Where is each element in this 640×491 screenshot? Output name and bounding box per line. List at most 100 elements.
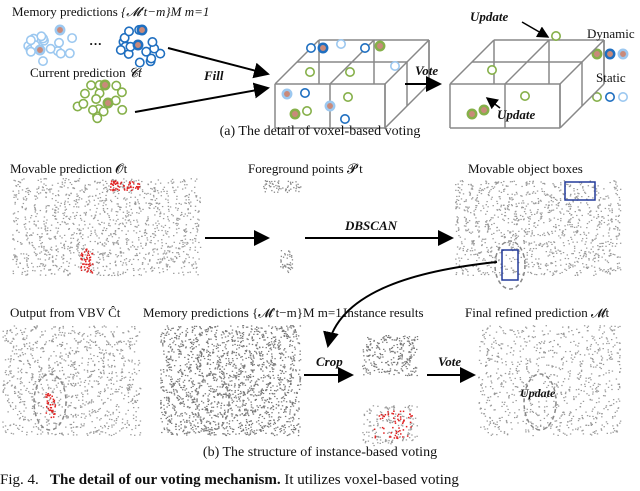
- lidar-point: [188, 367, 191, 369]
- lidar-point: [207, 329, 210, 331]
- lidar-point: [63, 374, 65, 376]
- lidar-point: [488, 194, 490, 197]
- lidar-point: [232, 360, 234, 362]
- lidar-point: [21, 393, 23, 395]
- lidar-point: [208, 420, 210, 423]
- lidar-point: [79, 190, 81, 192]
- moving-point: [113, 182, 115, 185]
- lidar-point: [514, 258, 516, 261]
- lidar-point: [175, 389, 177, 391]
- lidar-point: [241, 413, 243, 415]
- lidar-point: [171, 213, 173, 216]
- lidar-point: [275, 407, 278, 409]
- lidar-point: [171, 327, 173, 330]
- lidar-point: [212, 420, 215, 423]
- lidar-point: [135, 390, 138, 392]
- lidar-point: [10, 385, 13, 387]
- lidar-point: [480, 251, 483, 253]
- lidar-point: [482, 272, 484, 274]
- lidar-point: [535, 202, 537, 204]
- lidar-point: [550, 197, 553, 199]
- lidar-point: [127, 219, 130, 222]
- moving-point: [52, 398, 55, 401]
- lidar-point: [160, 403, 162, 405]
- lidar-point: [191, 381, 193, 383]
- lidar-point: [70, 242, 72, 244]
- lidar-point: [112, 354, 115, 357]
- lidar-point: [167, 246, 169, 248]
- moving-point: [89, 256, 92, 258]
- lidar-point: [559, 199, 562, 202]
- lidar-point: [251, 431, 254, 433]
- lidar-point: [103, 325, 106, 327]
- lidar-point: [95, 330, 98, 332]
- lidar-point: [165, 332, 168, 334]
- lidar-point: [149, 193, 152, 195]
- lidar-point: [97, 203, 100, 205]
- lidar-point: [41, 431, 44, 433]
- lidar-point: [551, 243, 553, 246]
- lidar-point: [213, 396, 216, 398]
- lidar-point: [268, 383, 270, 385]
- lidar-point: [240, 341, 242, 344]
- lidar-point: [237, 426, 240, 429]
- lidar-point: [268, 397, 271, 399]
- lidar-point: [168, 333, 170, 335]
- lidar-point: [455, 272, 458, 274]
- moving-point: [135, 185, 138, 188]
- lidar-point: [496, 245, 498, 248]
- lidar-point: [161, 242, 163, 244]
- lidar-point: [27, 254, 30, 257]
- lidar-point: [534, 226, 537, 229]
- lidar-point: [51, 249, 53, 251]
- lidar-point: [14, 248, 16, 250]
- lidar-point: [132, 406, 135, 409]
- lidar-point: [175, 247, 177, 249]
- lidar-point: [85, 211, 87, 214]
- lidar-point: [40, 356, 42, 359]
- lidar-point: [580, 202, 582, 204]
- lidar-point: [213, 379, 215, 381]
- lidar-point: [595, 235, 597, 237]
- lidar-point: [86, 393, 89, 395]
- lidar-point: [194, 209, 197, 212]
- lidar-point: [101, 191, 104, 193]
- voxel-point: [478, 104, 490, 116]
- lidar-point: [87, 361, 89, 364]
- lidar-point: [57, 190, 60, 192]
- lidar-point: [577, 198, 579, 200]
- lidar-point: [468, 191, 471, 193]
- lidar-point: [261, 336, 264, 338]
- lidar-point: [265, 383, 268, 385]
- lidar-point: [77, 179, 79, 181]
- lidar-point: [284, 388, 286, 391]
- lidar-point: [198, 382, 201, 384]
- lidar-point: [531, 233, 533, 235]
- lidar-point: [186, 366, 188, 368]
- lidar-point: [38, 419, 41, 421]
- lidar-point: [105, 199, 107, 201]
- lidar-point: [55, 238, 57, 240]
- lidar-point: [298, 407, 300, 409]
- lidar-point: [74, 332, 76, 334]
- lidar-point: [235, 354, 237, 356]
- lidar-point: [485, 221, 487, 223]
- lidar-point: [103, 202, 105, 204]
- lidar-point: [498, 260, 500, 262]
- lidar-point: [111, 393, 114, 395]
- lidar-point: [170, 414, 172, 416]
- lidar-point: [176, 195, 178, 197]
- lidar-point: [141, 235, 143, 238]
- voxel-point: [389, 60, 400, 71]
- lidar-point: [107, 387, 109, 389]
- lidar-point: [566, 210, 568, 212]
- lidar-point: [244, 414, 246, 416]
- moving-point: [91, 253, 94, 255]
- lidar-point: [560, 189, 562, 191]
- lidar-point: [577, 222, 580, 224]
- lidar-point: [160, 417, 162, 420]
- lidar-point: [43, 183, 45, 185]
- lidar-point: [242, 401, 244, 403]
- lidar-point: [174, 255, 176, 258]
- lidar-point: [131, 326, 133, 328]
